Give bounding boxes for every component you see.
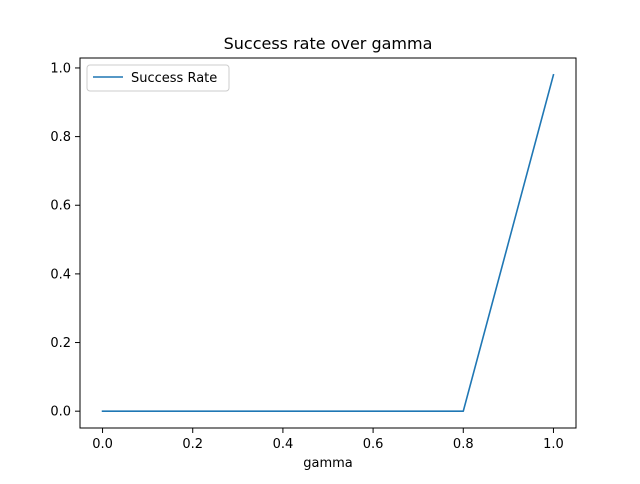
x-tick-label: 0.4: [273, 437, 294, 452]
axes-frame: [79, 57, 577, 429]
series-line: [101, 73, 555, 412]
y-tick-label: 0.6: [50, 199, 71, 214]
x-tick-label: 0.0: [92, 437, 113, 452]
x-tick-label: 0.8: [453, 437, 474, 452]
x-axis-label: gamma: [303, 456, 353, 471]
x-tick-label: 0.2: [182, 437, 203, 452]
y-tick-label: 0.0: [50, 405, 71, 420]
series-layer: [101, 73, 555, 412]
y-tick-label: 1.0: [50, 61, 71, 76]
legend: Success Rate: [86, 64, 230, 92]
x-tick-label: 1.0: [543, 437, 564, 452]
y-axis-ticks: 0.0 0.2 0.4 0.6 0.8 1.0: [50, 61, 80, 420]
y-tick-label: 0.8: [50, 130, 71, 145]
legend-box: [86, 64, 230, 92]
x-tick-label: 0.6: [363, 437, 384, 452]
legend-label: Success Rate: [131, 71, 217, 86]
y-tick-label: 0.4: [50, 267, 71, 282]
x-axis-ticks: 0.0 0.2 0.4 0.6 0.8 1.0: [92, 428, 564, 452]
chart-title: Success rate over gamma: [224, 34, 433, 53]
y-tick-label: 0.2: [50, 336, 71, 351]
